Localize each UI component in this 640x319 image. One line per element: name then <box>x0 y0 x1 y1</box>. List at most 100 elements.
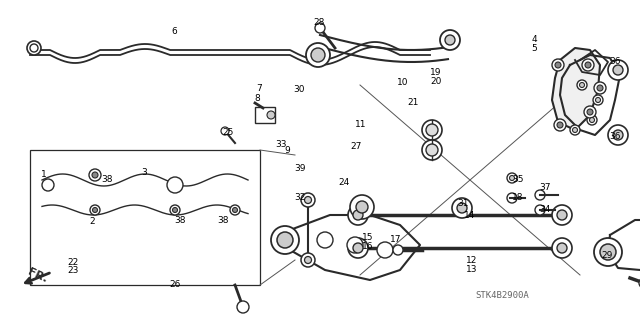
Circle shape <box>350 195 374 219</box>
Circle shape <box>347 237 363 253</box>
Circle shape <box>271 226 299 254</box>
Text: 8: 8 <box>255 94 260 103</box>
Circle shape <box>557 243 567 253</box>
Polygon shape <box>608 220 640 270</box>
Circle shape <box>426 144 438 156</box>
Text: 22: 22 <box>67 258 79 267</box>
Circle shape <box>589 117 595 122</box>
Text: 14: 14 <box>464 211 476 220</box>
Text: 27: 27 <box>351 142 362 151</box>
Circle shape <box>594 238 622 266</box>
Circle shape <box>221 127 229 135</box>
Circle shape <box>42 179 54 191</box>
Circle shape <box>535 190 545 200</box>
Text: 39: 39 <box>294 164 306 173</box>
Circle shape <box>170 205 180 215</box>
Text: 1: 1 <box>41 170 47 179</box>
Circle shape <box>426 124 438 136</box>
Text: 20: 20 <box>430 77 442 86</box>
Polygon shape <box>552 48 600 130</box>
Text: FR.: FR. <box>27 267 49 285</box>
Text: 35: 35 <box>512 175 524 184</box>
Circle shape <box>552 59 564 71</box>
Circle shape <box>552 238 572 258</box>
Circle shape <box>535 205 545 215</box>
Circle shape <box>356 201 368 213</box>
Circle shape <box>557 122 563 128</box>
Circle shape <box>584 106 596 118</box>
Text: 21: 21 <box>408 98 419 107</box>
Text: 25: 25 <box>223 128 234 137</box>
Circle shape <box>597 85 603 91</box>
Circle shape <box>305 256 312 263</box>
Circle shape <box>600 244 616 260</box>
Circle shape <box>30 44 38 52</box>
Circle shape <box>507 193 517 203</box>
Circle shape <box>639 278 640 288</box>
Circle shape <box>613 65 623 75</box>
Circle shape <box>301 193 315 207</box>
Circle shape <box>92 172 98 178</box>
Text: 32: 32 <box>294 193 306 202</box>
Text: 23: 23 <box>67 266 79 275</box>
Circle shape <box>230 205 240 215</box>
Circle shape <box>573 128 577 132</box>
Text: 6: 6 <box>172 27 177 36</box>
Text: 4: 4 <box>531 35 537 44</box>
Circle shape <box>167 177 183 193</box>
Circle shape <box>301 253 315 267</box>
Circle shape <box>554 119 566 131</box>
Text: 24: 24 <box>338 178 349 187</box>
Circle shape <box>507 173 517 183</box>
Text: STK4B2900A: STK4B2900A <box>475 291 529 300</box>
Circle shape <box>89 169 101 181</box>
Circle shape <box>557 210 567 220</box>
Circle shape <box>509 175 515 181</box>
Circle shape <box>27 41 41 55</box>
Circle shape <box>277 232 293 248</box>
Circle shape <box>348 238 368 258</box>
Circle shape <box>353 243 363 253</box>
Circle shape <box>595 98 600 102</box>
Circle shape <box>613 130 623 140</box>
Text: 18: 18 <box>512 193 524 202</box>
Text: 16: 16 <box>362 242 373 251</box>
Text: 7: 7 <box>257 84 262 93</box>
Circle shape <box>440 30 460 50</box>
Circle shape <box>577 80 587 90</box>
Text: 26: 26 <box>170 280 181 289</box>
Text: 30: 30 <box>293 85 305 94</box>
Text: 36: 36 <box>609 132 621 141</box>
Circle shape <box>237 301 249 313</box>
Circle shape <box>555 62 561 68</box>
Circle shape <box>232 207 237 212</box>
Circle shape <box>306 43 330 67</box>
Text: 19: 19 <box>430 68 442 77</box>
Text: 37: 37 <box>539 183 550 192</box>
Text: 36: 36 <box>609 57 621 66</box>
Circle shape <box>90 205 100 215</box>
Circle shape <box>353 210 363 220</box>
Circle shape <box>587 109 593 115</box>
Polygon shape <box>290 215 420 280</box>
Text: 13: 13 <box>466 265 477 274</box>
Circle shape <box>311 48 325 62</box>
Circle shape <box>594 82 606 94</box>
Circle shape <box>570 125 580 135</box>
Circle shape <box>452 198 472 218</box>
Circle shape <box>422 120 442 140</box>
Text: 10: 10 <box>397 78 408 87</box>
Circle shape <box>552 205 572 225</box>
Circle shape <box>93 207 97 212</box>
Circle shape <box>593 95 603 105</box>
Text: 38: 38 <box>101 175 113 184</box>
Circle shape <box>608 60 628 80</box>
Circle shape <box>585 62 591 68</box>
Circle shape <box>393 245 403 255</box>
Text: 9: 9 <box>285 146 291 155</box>
Text: 31: 31 <box>458 199 469 208</box>
Circle shape <box>608 125 628 145</box>
Text: 29: 29 <box>602 251 613 260</box>
Circle shape <box>579 83 584 87</box>
Circle shape <box>348 205 368 225</box>
